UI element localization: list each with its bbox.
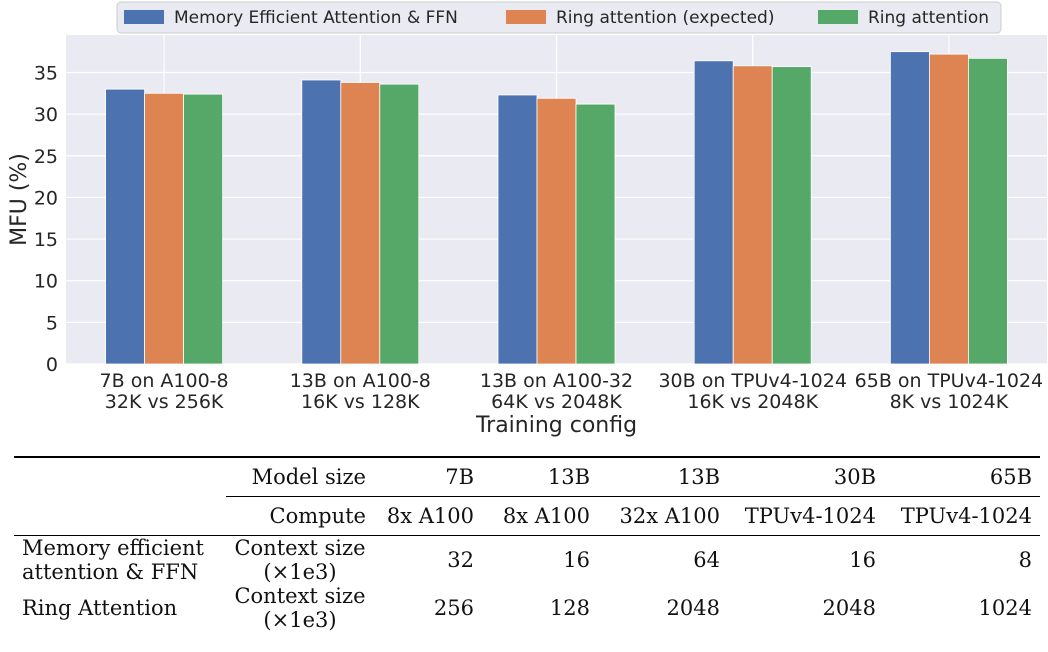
y-tick-label: 30	[34, 104, 58, 126]
x-tick-label: 13B on A100-8	[290, 370, 431, 392]
bar	[732, 65, 773, 365]
y-tick-label: 10	[34, 271, 58, 293]
x-tick-label: 64K vs 2048K	[491, 391, 622, 413]
table-cell: 8	[884, 535, 1040, 584]
header-cell: 65B	[884, 456, 1040, 497]
row-metric-label: Context size (×1e3)	[226, 535, 374, 584]
table-cell: 32	[374, 535, 482, 584]
y-tick-label: 35	[34, 62, 58, 84]
y-tick-label: 20	[34, 187, 58, 209]
row-group-label: Ring Attention	[22, 596, 178, 620]
header-cell: 32x A100	[598, 496, 728, 536]
x-tick-label: 7B on A100-8	[100, 370, 229, 392]
bar	[693, 60, 734, 365]
bar	[890, 51, 930, 365]
header-cell: 8x A100	[374, 496, 482, 536]
bar	[301, 79, 342, 365]
header-label: Model size	[226, 456, 374, 497]
x-axis-label: Training config	[475, 413, 637, 438]
bar	[379, 83, 420, 365]
y-axis-label: MFU (%)	[7, 153, 32, 246]
bar	[340, 82, 381, 365]
table-cell: 16	[728, 535, 884, 584]
legend: Memory Efficient Attention & FFN Ring att…	[116, 1, 1002, 34]
table-cell: 2048	[822, 596, 876, 620]
x-tick-label: 8K vs 1024K	[890, 391, 1009, 413]
table-cell: 1024	[978, 596, 1032, 620]
bar	[536, 97, 577, 365]
header-cell: 30B	[728, 456, 884, 497]
bar	[144, 92, 185, 365]
table-header-row: Compute 8x A100 8x A100 32x A100 TPUv4-1024 T…	[14, 496, 1040, 536]
bar	[183, 93, 224, 365]
x-tick-label: 13B on A100-32	[480, 370, 633, 392]
bar	[929, 53, 969, 365]
header-cell: TPUv4-1024	[884, 496, 1040, 536]
legend-swatch	[506, 10, 546, 24]
legend-swatch	[124, 10, 164, 24]
bar	[105, 88, 145, 365]
y-tick-label: 25	[34, 146, 58, 168]
x-tick-label: 16K vs 128K	[301, 391, 420, 413]
table-row: Ring Attention Context size (×1e3) 256 128 20…	[14, 584, 1040, 632]
legend-swatch	[818, 10, 858, 24]
table-row: Memory efficient attention & FFN Context s…	[14, 535, 1040, 584]
table-cell: 64	[598, 535, 728, 584]
row-group-label: Memory efficient attention & FFN	[14, 535, 226, 584]
header-cell: 7B	[374, 456, 482, 497]
legend-frame	[116, 1, 1002, 34]
x-tick-label: 16K vs 2048K	[687, 391, 818, 413]
header-cell: 13B	[598, 456, 728, 497]
bar	[575, 103, 616, 365]
y-tick-labels: 0 5 10 15 20 25 30 35	[34, 62, 58, 376]
table-cell: 128	[549, 596, 590, 620]
y-tick-label: 15	[34, 229, 58, 251]
empty-cell	[14, 456, 226, 497]
header-cell: 13B	[482, 456, 598, 497]
table-cell: 256	[433, 596, 474, 620]
x-tick-label: 32K vs 256K	[105, 391, 224, 413]
bar	[968, 57, 1008, 365]
table-cell: 2048	[666, 596, 720, 620]
legend-label: Ring attention	[868, 8, 989, 28]
legend-label: Memory Efficient Attention & FFN	[174, 8, 458, 28]
legend-label: Ring attention (expected)	[556, 8, 774, 28]
x-tick-label: 30B on TPUv4-1024	[658, 370, 846, 392]
training-config-table: Model size 7B 13B 13B 30B 65B Compute 8x A100 8x…	[14, 456, 1040, 632]
row-metric-label: Context size (×1e3)	[234, 584, 366, 632]
header-cell: 8x A100	[482, 496, 598, 536]
header-cell: TPUv4-1024	[728, 496, 884, 536]
empty-cell	[14, 497, 226, 536]
x-tick-label: 65B on TPUv4-1024	[855, 370, 1043, 392]
table-header-row: Model size 7B 13B 13B 30B 65B	[14, 456, 1040, 497]
table-cell: 16	[482, 535, 598, 584]
bar	[771, 66, 812, 365]
header-label: Compute	[226, 496, 374, 536]
bar	[497, 94, 538, 365]
y-tick-label: 0	[46, 354, 58, 376]
y-tick-label: 5	[46, 312, 58, 334]
bars	[105, 51, 1008, 365]
